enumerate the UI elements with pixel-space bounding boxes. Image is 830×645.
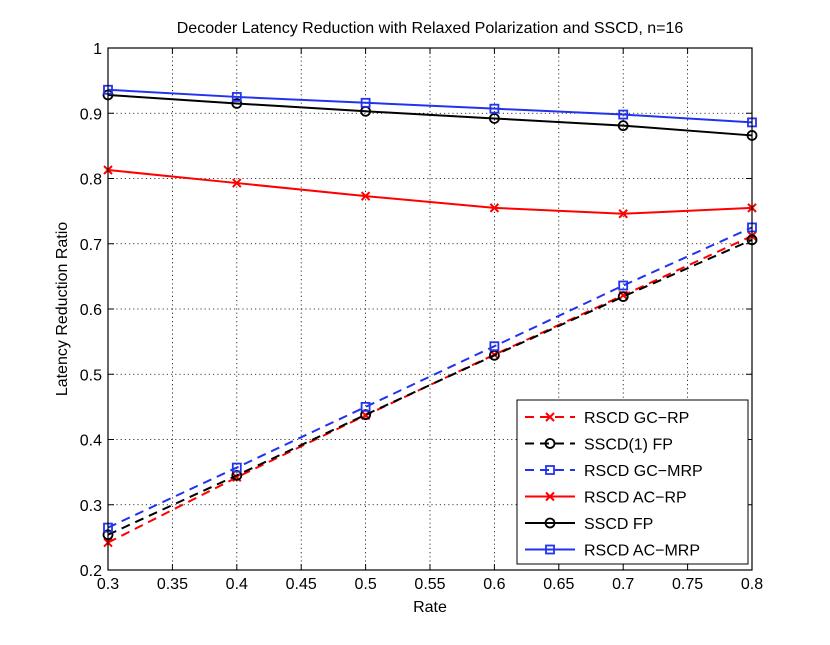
chart-title: Decoder Latency Reduction with Relaxed P… — [177, 20, 684, 37]
legend-label: SSCD FP — [584, 516, 653, 533]
legend-label: RSCD AC−RP — [584, 490, 687, 507]
data-point-x-marker — [618, 209, 628, 219]
y-tick-label: 0.4 — [80, 433, 102, 450]
data-point-square-marker — [231, 462, 242, 473]
data-point-square-marker — [618, 109, 629, 120]
data-point-square-marker — [618, 280, 629, 291]
plot-series — [102, 84, 758, 548]
x-tick-label: 0.7 — [612, 576, 634, 593]
data-point-square-marker — [545, 465, 555, 475]
legend-entry: RSCD GC−MRP — [525, 463, 703, 480]
data-point-square-marker — [489, 103, 500, 114]
data-point-x-marker — [232, 178, 242, 188]
x-tick-label: 0.5 — [354, 576, 376, 593]
y-tick-label: 0.2 — [80, 563, 102, 580]
data-point-square-marker — [360, 401, 371, 412]
data-point-x-marker — [545, 412, 555, 422]
axis-ticks: 0.3 0.35 0.4 0.45 0.5 0.55 0.6 0.65 0.7 0.75 0.8 0.… — [80, 41, 763, 593]
legend-label: RSCD GC−MRP — [584, 463, 703, 480]
grid — [108, 48, 752, 570]
y-tick-label: 0.7 — [80, 237, 102, 254]
x-axis-label: Rate — [413, 599, 447, 616]
y-tick-label: 0.8 — [80, 172, 102, 189]
x-tick-label: 0.3 — [97, 576, 119, 593]
series-3 — [103, 165, 757, 219]
legend-entry: SSCD(1) FP — [525, 437, 673, 454]
y-tick-label: 0.5 — [80, 367, 102, 384]
y-tick-label: 0.6 — [80, 302, 102, 319]
y-axis-label: Latency Reduction Ratio — [54, 222, 71, 396]
x-tick-label: 0.75 — [672, 576, 703, 593]
series-line — [107, 88, 753, 124]
series-line — [107, 93, 753, 137]
y-tick-label: 0.9 — [80, 106, 102, 123]
data-point-x-marker — [489, 203, 500, 213]
legend-entry: RSCD GC−RP — [525, 410, 689, 427]
data-point-circle-marker — [544, 438, 556, 449]
data-point-circle-marker — [488, 113, 500, 124]
series-line — [107, 238, 753, 536]
legend-entry: RSCD AC−MRP — [525, 543, 700, 560]
data-point-circle-marker — [544, 517, 556, 529]
data-point-square-marker — [545, 544, 555, 555]
legend-entry: SSCD FP — [525, 516, 653, 533]
legend: RSCD GC−RP SSCD(1) FP RSCD GC−MRP RSCD AC−R… — [516, 399, 749, 565]
legend-label: RSCD GC−RP — [584, 410, 689, 427]
series-4 — [102, 89, 758, 141]
series-line — [107, 226, 753, 529]
legend-box — [516, 399, 749, 565]
legend-label: RSCD AC−MRP — [584, 543, 700, 560]
series-5 — [103, 84, 757, 128]
x-tick-label: 0.8 — [741, 576, 763, 593]
data-point-circle-marker — [617, 120, 629, 132]
data-point-x-marker — [360, 191, 371, 201]
data-point-square-marker — [489, 341, 500, 352]
legend-label: SSCD(1) FP — [584, 437, 673, 454]
series-line — [107, 235, 753, 544]
data-point-circle-marker — [617, 291, 629, 303]
x-tick-label: 0.45 — [286, 576, 317, 593]
data-point-square-marker — [360, 97, 371, 108]
data-point-square-marker — [231, 92, 242, 102]
data-point-x-marker — [545, 491, 555, 502]
y-tick-label: 0.3 — [80, 498, 102, 515]
y-tick-label: 1 — [93, 41, 102, 58]
legend-entry: RSCD AC−RP — [525, 490, 687, 507]
x-tick-label: 0.35 — [157, 576, 188, 593]
x-tick-label: 0.65 — [543, 576, 574, 593]
x-tick-label: 0.6 — [483, 576, 505, 593]
x-tick-label: 0.55 — [414, 576, 445, 593]
x-tick-label: 0.4 — [226, 576, 248, 593]
data-point-circle-marker — [231, 98, 243, 109]
series-line — [107, 169, 753, 215]
